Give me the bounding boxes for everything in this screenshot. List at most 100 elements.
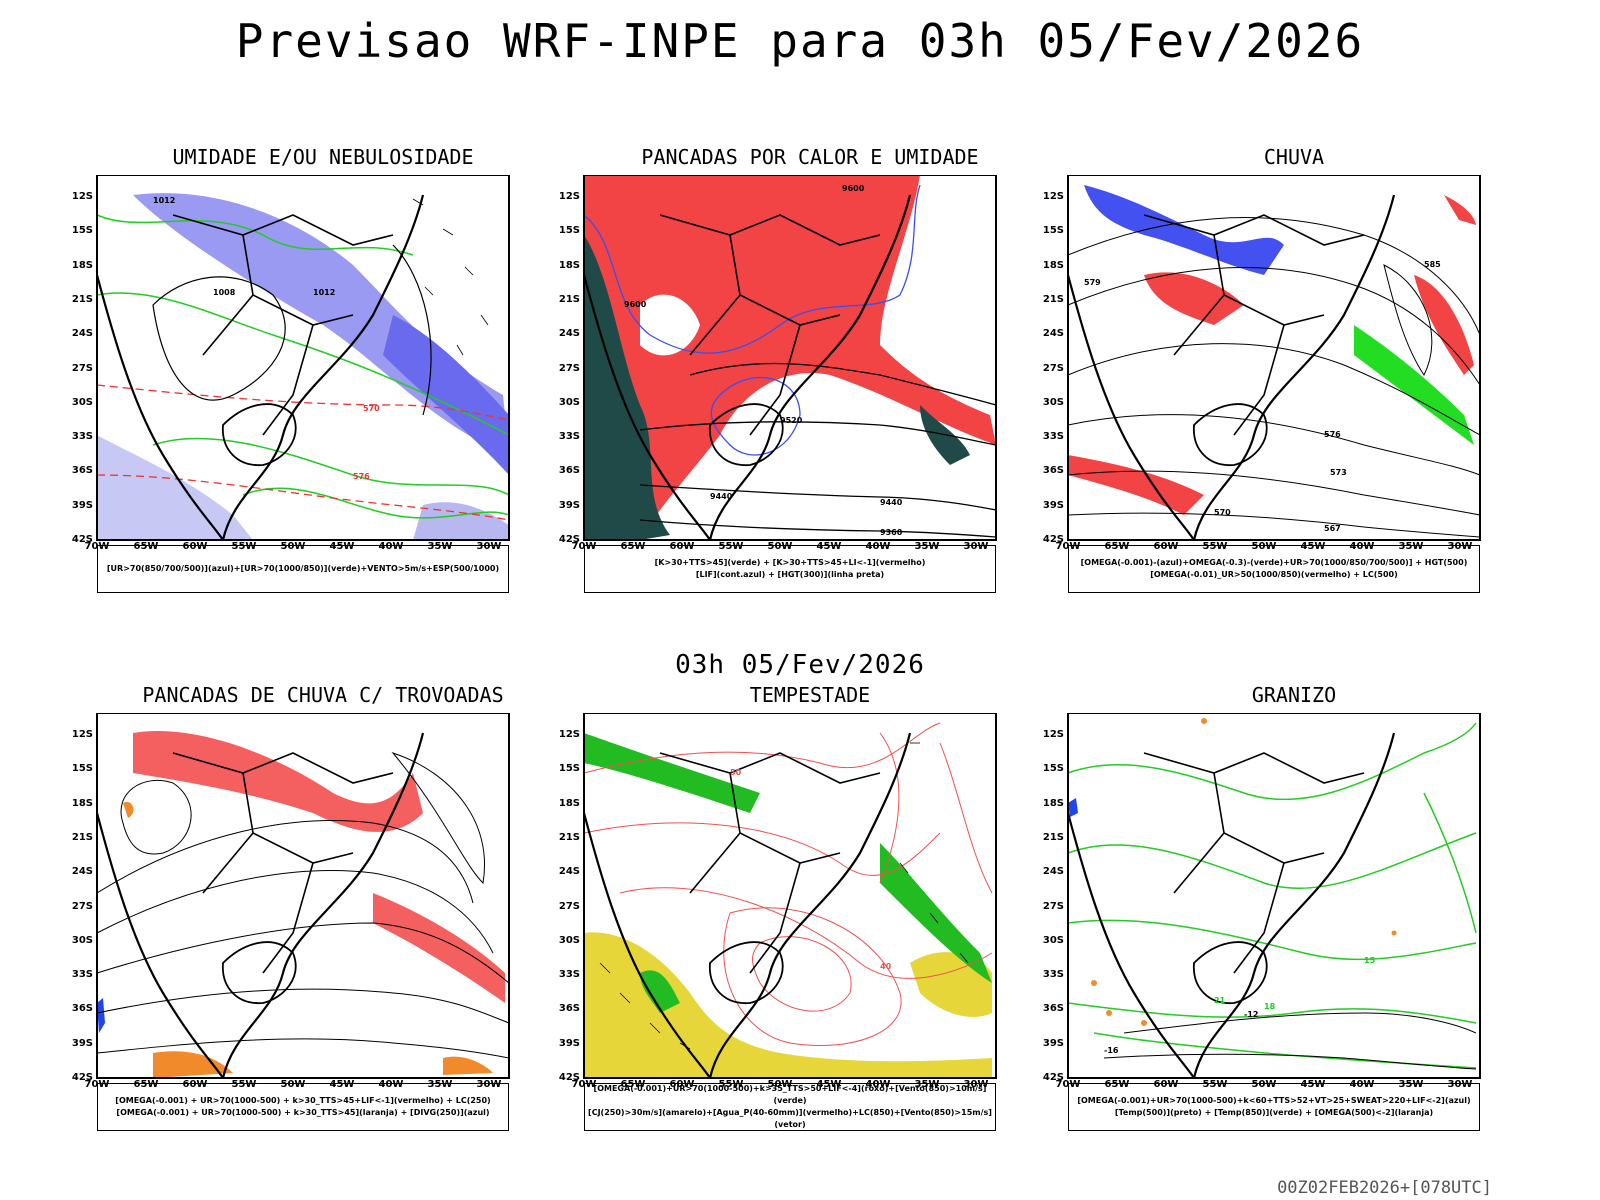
lon-tick-label: 40W bbox=[865, 541, 891, 552]
valid-time-title: 03h 05/Fev/2026 bbox=[675, 650, 925, 680]
contour-label: 40 bbox=[880, 962, 892, 971]
instability-dark-area bbox=[584, 235, 670, 540]
lat-tick-label: 42S bbox=[71, 1072, 93, 1083]
lat-tick-label: 21S bbox=[558, 831, 580, 843]
lat-tick-label: 12S bbox=[558, 729, 580, 740]
lat-tick-label: 30S bbox=[71, 934, 93, 946]
lat-tick-label: 18S bbox=[558, 259, 580, 271]
lat-tick-label: 15S bbox=[1042, 225, 1064, 237]
green-humidity-contour bbox=[96, 214, 414, 256]
lon-tick-label: 40W bbox=[1349, 1079, 1375, 1090]
lat-tick-label: 18S bbox=[558, 797, 580, 809]
contour-label: -16 bbox=[1104, 1046, 1119, 1055]
legend: [OMEGA(-0.001)+UR>70(1000-500)+k<60+TTS>… bbox=[1068, 1083, 1480, 1131]
legend-line: [OMEGA(-0.001)-(azul)+OMEGA(-0.3)-(verde… bbox=[1080, 558, 1468, 567]
map-trovoadas bbox=[95, 713, 510, 1079]
lon-tick-label: 35W bbox=[914, 541, 940, 552]
legend: [UR>70(850/700/500)](azul)+[UR>70(1000/8… bbox=[97, 545, 509, 593]
contour-label: 585 bbox=[1424, 260, 1441, 269]
map-frame bbox=[583, 713, 997, 1079]
contour-label: 1012 bbox=[153, 196, 175, 205]
lat-tick-label: 33S bbox=[1042, 969, 1064, 981]
rain-blue-area bbox=[1084, 185, 1284, 275]
lon-tick-label: 45W bbox=[1300, 541, 1326, 552]
lat-tick-label: 24S bbox=[1042, 328, 1064, 340]
lon-tick-label: 65W bbox=[620, 1079, 646, 1090]
legend-line: [OMEGA(-0.001) + UR>70(1000-500) + k>30_… bbox=[115, 1096, 491, 1105]
lat-tick-label: 15S bbox=[558, 225, 580, 237]
lifted-index-contour bbox=[583, 184, 921, 354]
lat-tick-label: 33S bbox=[558, 431, 580, 443]
lon-tick-label: 30W bbox=[1447, 1079, 1473, 1090]
panel-title: TEMPESTADE bbox=[749, 683, 871, 707]
lat-tick-label: 21S bbox=[558, 293, 580, 305]
lat-tick-label: 39S bbox=[71, 499, 93, 511]
lon-tick-label: 60W bbox=[182, 541, 208, 552]
lon-tick-label: 65W bbox=[1104, 541, 1130, 552]
lat-tick-label: 15S bbox=[71, 763, 93, 775]
lat-tick-label: 21S bbox=[71, 831, 93, 843]
pressure-contour-1012 bbox=[392, 244, 432, 416]
contour-label: 15 bbox=[1364, 956, 1376, 965]
lat-tick-label: 36S bbox=[1042, 1003, 1064, 1015]
map-frame bbox=[1067, 713, 1481, 1079]
wind-green-area bbox=[584, 733, 760, 813]
panel-title: PANCADAS DE CHUVA C/ TROVOADAS bbox=[142, 683, 504, 707]
contour-label: 21 bbox=[1214, 996, 1226, 1005]
lon-tick-label: 30W bbox=[1447, 541, 1473, 552]
streamlines bbox=[1067, 217, 1481, 538]
divergence-blue-area bbox=[97, 998, 105, 1033]
storm-orange-area bbox=[123, 801, 134, 818]
lon-tick-label: 60W bbox=[182, 1079, 208, 1090]
legend: [OMEGA(-0.001)-(azul)+OMEGA(-0.3)-(verde… bbox=[1068, 545, 1480, 593]
streamlines bbox=[96, 751, 510, 1059]
lat-tick-label: 39S bbox=[1042, 1037, 1064, 1049]
humidity-blue-band bbox=[383, 315, 509, 475]
lat-tick-label: 24S bbox=[558, 328, 580, 340]
lat-tick-label: 21S bbox=[1042, 831, 1064, 843]
height-contour-9520 bbox=[639, 421, 997, 446]
lat-tick-label: 27S bbox=[1042, 362, 1064, 374]
lat-tick-label: 12S bbox=[71, 729, 93, 740]
contour-label: 1008 bbox=[213, 288, 236, 297]
contour-label: 570 bbox=[1214, 508, 1231, 517]
contour-label: 579 bbox=[1084, 278, 1101, 287]
panel-granizo: GRANIZO -12 -16 15 18 21 bbox=[1043, 683, 1524, 1163]
lon-tick-label: 40W bbox=[1349, 541, 1375, 552]
panel-title: UMIDADE E/OU NEBULOSIDADE bbox=[172, 145, 474, 169]
lat-tick-label: 39S bbox=[558, 1037, 580, 1049]
lon-tick-label: 50W bbox=[280, 541, 306, 552]
wind-green-area bbox=[640, 970, 680, 1013]
lon-tick-label: 45W bbox=[329, 1079, 355, 1090]
height-contour-9440 bbox=[639, 484, 997, 511]
lat-tick-label: 21S bbox=[71, 293, 93, 305]
temp850-contours bbox=[1067, 722, 1477, 1069]
continent-outline bbox=[582, 194, 912, 541]
contour-label: 9440 bbox=[710, 492, 733, 501]
lon-tick-label: 60W bbox=[669, 1079, 695, 1090]
lat-tick-label: 21S bbox=[1042, 293, 1064, 305]
lon-tick-label: 35W bbox=[427, 541, 453, 552]
lon-tick-label: 55W bbox=[231, 1079, 257, 1090]
contour-label: 567 bbox=[1324, 524, 1341, 533]
lat-tick-label: 24S bbox=[1042, 866, 1064, 878]
wind-vectors bbox=[412, 198, 489, 356]
lon-tick-label: 50W bbox=[1251, 541, 1277, 552]
lat-tick-label: 39S bbox=[1042, 499, 1064, 511]
lat-tick-label: 39S bbox=[71, 1037, 93, 1049]
lat-tick-label: 42S bbox=[558, 534, 580, 545]
legend: [OMEGA(-0.001)+UR>70(1000-500)+k>35_TTS>… bbox=[584, 1083, 996, 1131]
contour-label: 576 bbox=[1324, 430, 1341, 439]
legend-line: [LIF](cont.azul) + [HGT(300)](linha pret… bbox=[695, 570, 885, 579]
pressure-contour-1008 bbox=[152, 276, 286, 401]
lat-tick-label: 12S bbox=[1042, 191, 1064, 202]
main-title: Previsao WRF-INPE para 03h 05/Fev/2026 bbox=[235, 14, 1365, 68]
continent-outline bbox=[1066, 194, 1396, 541]
panel-title: PANCADAS POR CALOR E UMIDADE bbox=[641, 145, 979, 169]
panel-chuva: CHUVA 585 579 576 573 570 567 [OM bbox=[1043, 145, 1524, 625]
lon-tick-label: 70W bbox=[571, 1079, 597, 1090]
lon-tick-label: 40W bbox=[378, 1079, 404, 1090]
map-frame bbox=[583, 175, 997, 541]
lon-tick-label: 70W bbox=[571, 541, 597, 552]
lon-tick-label: 50W bbox=[767, 541, 793, 552]
